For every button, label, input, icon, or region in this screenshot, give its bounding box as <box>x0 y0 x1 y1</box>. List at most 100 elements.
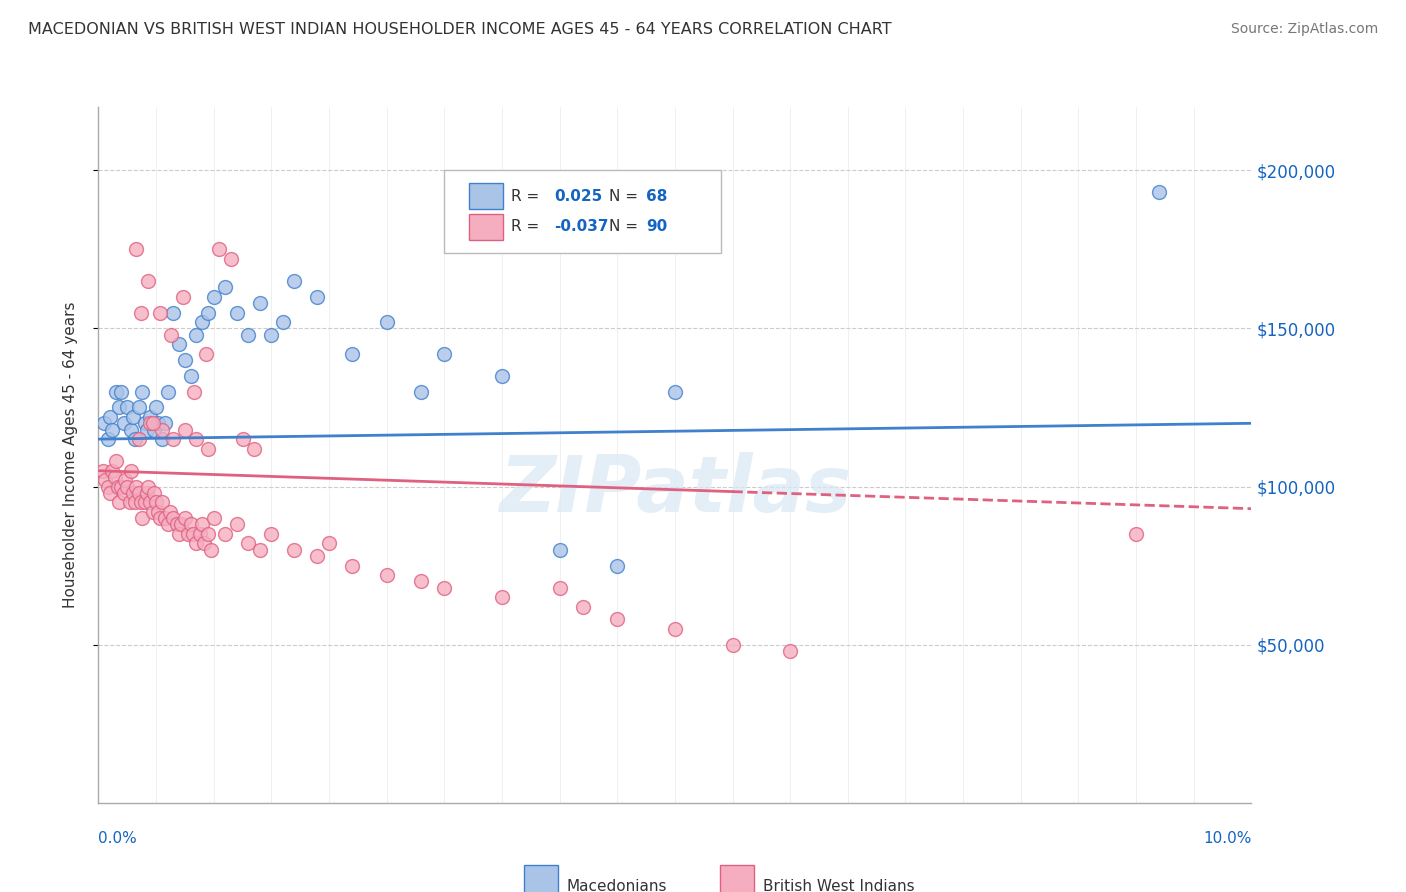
Point <box>156 517 179 532</box>
Point <box>150 495 173 509</box>
Point <box>129 495 152 509</box>
FancyBboxPatch shape <box>720 864 755 892</box>
Point <box>664 622 686 636</box>
Point <box>225 517 247 532</box>
Point <box>101 464 124 478</box>
Point <box>219 252 242 266</box>
Point <box>166 517 188 532</box>
Point <box>202 511 225 525</box>
Point <box>142 423 165 437</box>
FancyBboxPatch shape <box>524 864 558 892</box>
Point <box>491 368 513 383</box>
Point <box>107 479 129 493</box>
Point <box>548 542 571 557</box>
Point <box>170 517 193 532</box>
Point <box>108 401 131 415</box>
Point <box>779 644 801 658</box>
Point <box>124 495 146 509</box>
Point <box>375 568 398 582</box>
Point <box>97 479 120 493</box>
Point <box>606 612 628 626</box>
Text: 90: 90 <box>647 219 668 235</box>
Point <box>101 423 124 437</box>
Text: R =: R = <box>512 188 544 203</box>
FancyBboxPatch shape <box>444 169 721 253</box>
Point <box>307 549 329 563</box>
Point <box>167 527 190 541</box>
Point <box>156 384 179 399</box>
Point <box>117 401 139 415</box>
Point <box>214 280 236 294</box>
Point <box>112 417 135 431</box>
Point <box>125 479 148 493</box>
Point <box>721 638 744 652</box>
Point <box>180 368 202 383</box>
Text: -0.037: -0.037 <box>554 219 609 235</box>
Point <box>167 337 190 351</box>
Point <box>340 347 363 361</box>
Point <box>150 423 173 437</box>
Text: N =: N = <box>609 188 643 203</box>
Point <box>142 505 165 519</box>
Point <box>318 536 340 550</box>
Point <box>225 305 247 319</box>
Point <box>186 536 208 550</box>
FancyBboxPatch shape <box>468 214 503 240</box>
Point <box>148 505 170 519</box>
Point <box>136 479 159 493</box>
Point <box>340 558 363 573</box>
Point <box>110 384 132 399</box>
Point <box>214 527 236 541</box>
Point <box>97 432 120 446</box>
Point <box>118 495 141 509</box>
FancyBboxPatch shape <box>468 183 503 209</box>
Point <box>134 495 156 509</box>
Text: R =: R = <box>512 219 544 235</box>
Point <box>197 305 219 319</box>
Text: ZIPatlas: ZIPatlas <box>499 451 851 528</box>
Point <box>91 464 114 478</box>
Point <box>162 432 184 446</box>
Text: 68: 68 <box>647 188 668 203</box>
Point <box>110 479 132 493</box>
Point <box>411 574 433 589</box>
Point <box>98 409 121 424</box>
Text: N =: N = <box>609 219 643 235</box>
Point <box>238 327 260 342</box>
Point <box>125 243 148 257</box>
Text: 10.0%: 10.0% <box>1204 831 1251 846</box>
Point <box>375 315 398 329</box>
Point <box>136 274 159 288</box>
Point <box>1125 527 1147 541</box>
Point <box>114 473 136 487</box>
Point <box>139 417 162 431</box>
Point <box>103 470 125 484</box>
Point <box>181 527 204 541</box>
Point <box>131 384 153 399</box>
Point <box>183 384 205 399</box>
Point <box>128 432 150 446</box>
Point <box>145 495 167 509</box>
Point <box>186 327 208 342</box>
Point <box>142 486 165 500</box>
Text: Source: ZipAtlas.com: Source: ZipAtlas.com <box>1230 22 1378 37</box>
Point <box>197 442 219 456</box>
Point <box>139 409 162 424</box>
Point <box>93 417 115 431</box>
Point <box>231 432 254 446</box>
Point <box>548 581 571 595</box>
Point <box>271 315 294 329</box>
Point <box>664 384 686 399</box>
Point <box>142 417 165 431</box>
Point <box>186 432 208 446</box>
Point <box>433 347 456 361</box>
Point <box>188 527 211 541</box>
Point <box>202 290 225 304</box>
Point <box>433 581 456 595</box>
Point <box>135 486 157 500</box>
Point <box>197 527 219 541</box>
Point <box>260 327 283 342</box>
Point <box>104 384 127 399</box>
Point <box>208 243 231 257</box>
Point <box>155 417 177 431</box>
